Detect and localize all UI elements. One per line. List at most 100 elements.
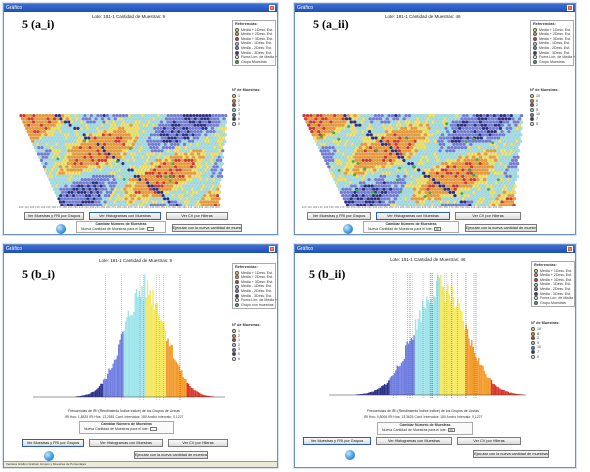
close-button[interactable]: × [567, 246, 573, 252]
samples-by-group-button[interactable]: Ver Muestras y FRI por Grupos [303, 437, 371, 445]
map-cell [501, 168, 506, 172]
histograms-button[interactable]: Ver Histogramas con Muestras [89, 212, 161, 220]
map-cell [385, 158, 389, 163]
map-cell [206, 193, 210, 198]
map-cell [138, 136, 142, 140]
map-cell [445, 184, 449, 188]
map-cell [89, 190, 93, 195]
cv-by-rows-button[interactable]: Ver CV por Hileras [166, 212, 228, 220]
close-button[interactable]: × [269, 246, 275, 252]
map-cell [404, 114, 408, 118]
execute-button[interactable]: Ejecutar con la nueva cantidad de muestr… [465, 224, 537, 232]
map-cell [431, 190, 435, 195]
map-cell [364, 136, 368, 140]
map-cell [516, 155, 520, 159]
execute-button[interactable]: Ejecutar con la nueva cantidad de muestr… [134, 451, 208, 459]
legend-swatch-icon [232, 121, 236, 126]
map-cell [450, 139, 455, 143]
cv-by-rows-button[interactable]: Ver CV por Hileras [457, 437, 521, 445]
legend-label: 10 [536, 93, 540, 98]
map-cell [365, 117, 369, 121]
execute-button[interactable]: Ejecutar con la nueva cantidad de muestr… [172, 224, 242, 232]
map-cell [118, 161, 122, 166]
map-cell [430, 133, 435, 137]
map-cell [59, 117, 63, 121]
map-cell [43, 152, 47, 156]
map-cell [492, 177, 497, 182]
map-cell [454, 197, 459, 201]
map-cell [143, 133, 147, 137]
samples-input[interactable] [146, 227, 154, 232]
samples-by-group-button[interactable]: Ver Muestras y FRI por Grupos [22, 439, 84, 447]
map-cell [380, 197, 384, 201]
map-cell [380, 184, 385, 188]
map-cell [472, 177, 477, 182]
map-cell [142, 158, 146, 163]
map-cell [204, 155, 209, 159]
map-cell [195, 177, 200, 182]
cv-by-rows-button[interactable]: Ver CV por Hileras [168, 439, 228, 447]
map-cell [124, 190, 129, 195]
samples-input[interactable] [149, 427, 157, 432]
map-cell [209, 187, 214, 191]
map-cell [81, 129, 85, 134]
map-cell [458, 120, 462, 124]
map-cell [162, 161, 167, 166]
map-cell [57, 120, 61, 124]
map-cell [74, 165, 79, 169]
samples-input[interactable]: 46 [433, 227, 441, 232]
map-cell [141, 142, 145, 147]
map-cell [154, 129, 158, 134]
histograms-button[interactable]: Ver Histogramas con Muestras [376, 212, 450, 220]
map-cell [51, 155, 55, 159]
map-cell [112, 177, 116, 182]
map-cell [57, 149, 62, 153]
map-cell [223, 139, 227, 143]
map-cell [169, 190, 173, 195]
map-cell [446, 200, 450, 204]
map-cell [446, 187, 451, 191]
close-button[interactable]: × [567, 5, 573, 11]
map-cell [488, 168, 492, 172]
map-cell [186, 171, 190, 175]
samples-by-group-button[interactable]: Ver Muestras y FRI por Grupos [307, 212, 371, 220]
map-cell [499, 177, 504, 182]
histograms-button[interactable]: Ver Histogramas con Muestras [89, 439, 163, 447]
map-cell [512, 133, 516, 137]
map-cell [344, 187, 349, 191]
map-cell [383, 190, 388, 195]
map-cell [145, 165, 149, 169]
map-cell [438, 190, 442, 195]
map-cell [482, 155, 486, 159]
samples-input[interactable]: 46 [447, 428, 455, 433]
legend-swatch-icon [232, 333, 236, 338]
map-cell [391, 171, 395, 175]
execute-button[interactable]: Ejecutar con la nueva cantidad de muestr… [473, 450, 549, 458]
cv-by-rows-button[interactable]: Ver CV por Hileras [455, 212, 521, 220]
map-cell [61, 184, 65, 188]
map-cell [416, 139, 421, 143]
samples-by-group-button[interactable]: Ver Muestras y FRI por Grupos [24, 212, 84, 220]
map-cell [388, 200, 392, 204]
legend-item: Media - 1Desv. Est. [235, 41, 273, 46]
map-cell [79, 120, 84, 124]
map-cell [417, 126, 421, 131]
legend-label: Grupo Muestras [539, 59, 565, 64]
map-cell [63, 139, 67, 143]
map-cell [179, 155, 183, 159]
legend-item: 2 [232, 99, 276, 104]
map-cell [158, 123, 162, 127]
map-cell [390, 126, 394, 131]
map-cell [179, 136, 184, 140]
map-cell [516, 142, 521, 147]
map-cell [115, 149, 119, 153]
map-cell [164, 152, 169, 156]
map-cell [149, 145, 153, 150]
map-cell [221, 129, 226, 134]
histograms-button[interactable]: Ver Histogramas con Muestras [376, 437, 452, 445]
map-cell [108, 120, 112, 124]
map-cell [52, 187, 57, 191]
map-cell [69, 174, 73, 179]
close-button[interactable]: × [269, 5, 275, 11]
map-cell [376, 120, 381, 124]
